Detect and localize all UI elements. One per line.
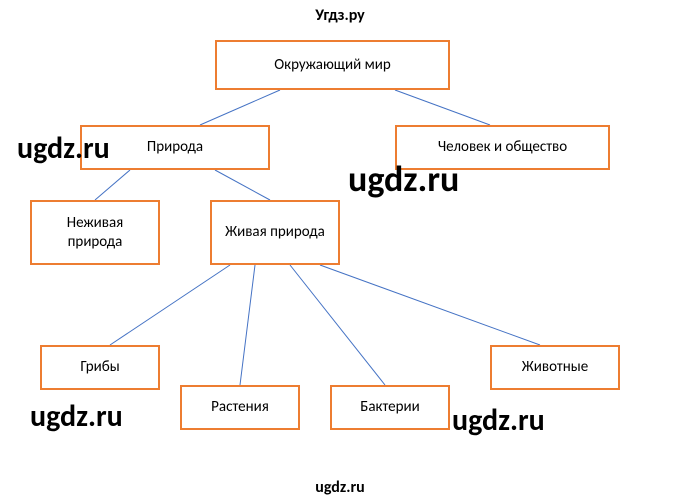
edge-root-society (395, 90, 490, 125)
node-label: Человек и общество (432, 138, 573, 157)
node-animals: Животные (490, 345, 620, 390)
node-label: Грибы (74, 358, 125, 377)
edge-nature-living (215, 170, 270, 200)
node-label: Неживая природа (32, 214, 158, 252)
edge-nature-nonliv (95, 170, 130, 200)
node-nonliv: Неживая природа (30, 200, 160, 265)
node-label: Живая природа (219, 223, 331, 242)
node-fungi: Грибы (40, 345, 160, 390)
edge-living-animals (320, 265, 540, 345)
edge-living-fungi (110, 265, 230, 345)
edge-living-plants (240, 265, 255, 385)
node-bacteria: Бактерии (330, 385, 450, 430)
node-label: Животные (516, 358, 594, 377)
edge-root-nature (200, 90, 280, 125)
node-plants: Растения (180, 385, 300, 430)
watermark-1: ugdz.ru (348, 157, 459, 201)
page-header: Угдз.ру (315, 6, 365, 25)
edge-living-bacteria (290, 265, 385, 385)
watermark-2: ugdz.ru (30, 398, 123, 435)
watermark-3: ugdz.ru (452, 402, 545, 439)
footer-watermark: ugdz.ru (315, 478, 364, 497)
node-label: Окружающий мир (268, 56, 397, 75)
node-label: Бактерии (354, 398, 425, 417)
watermark-0: ugdz.ru (17, 130, 110, 167)
node-label: Природа (141, 138, 209, 157)
node-root: Окружающий мир (215, 40, 450, 90)
node-label: Растения (205, 398, 275, 417)
node-living: Живая природа (210, 200, 340, 265)
